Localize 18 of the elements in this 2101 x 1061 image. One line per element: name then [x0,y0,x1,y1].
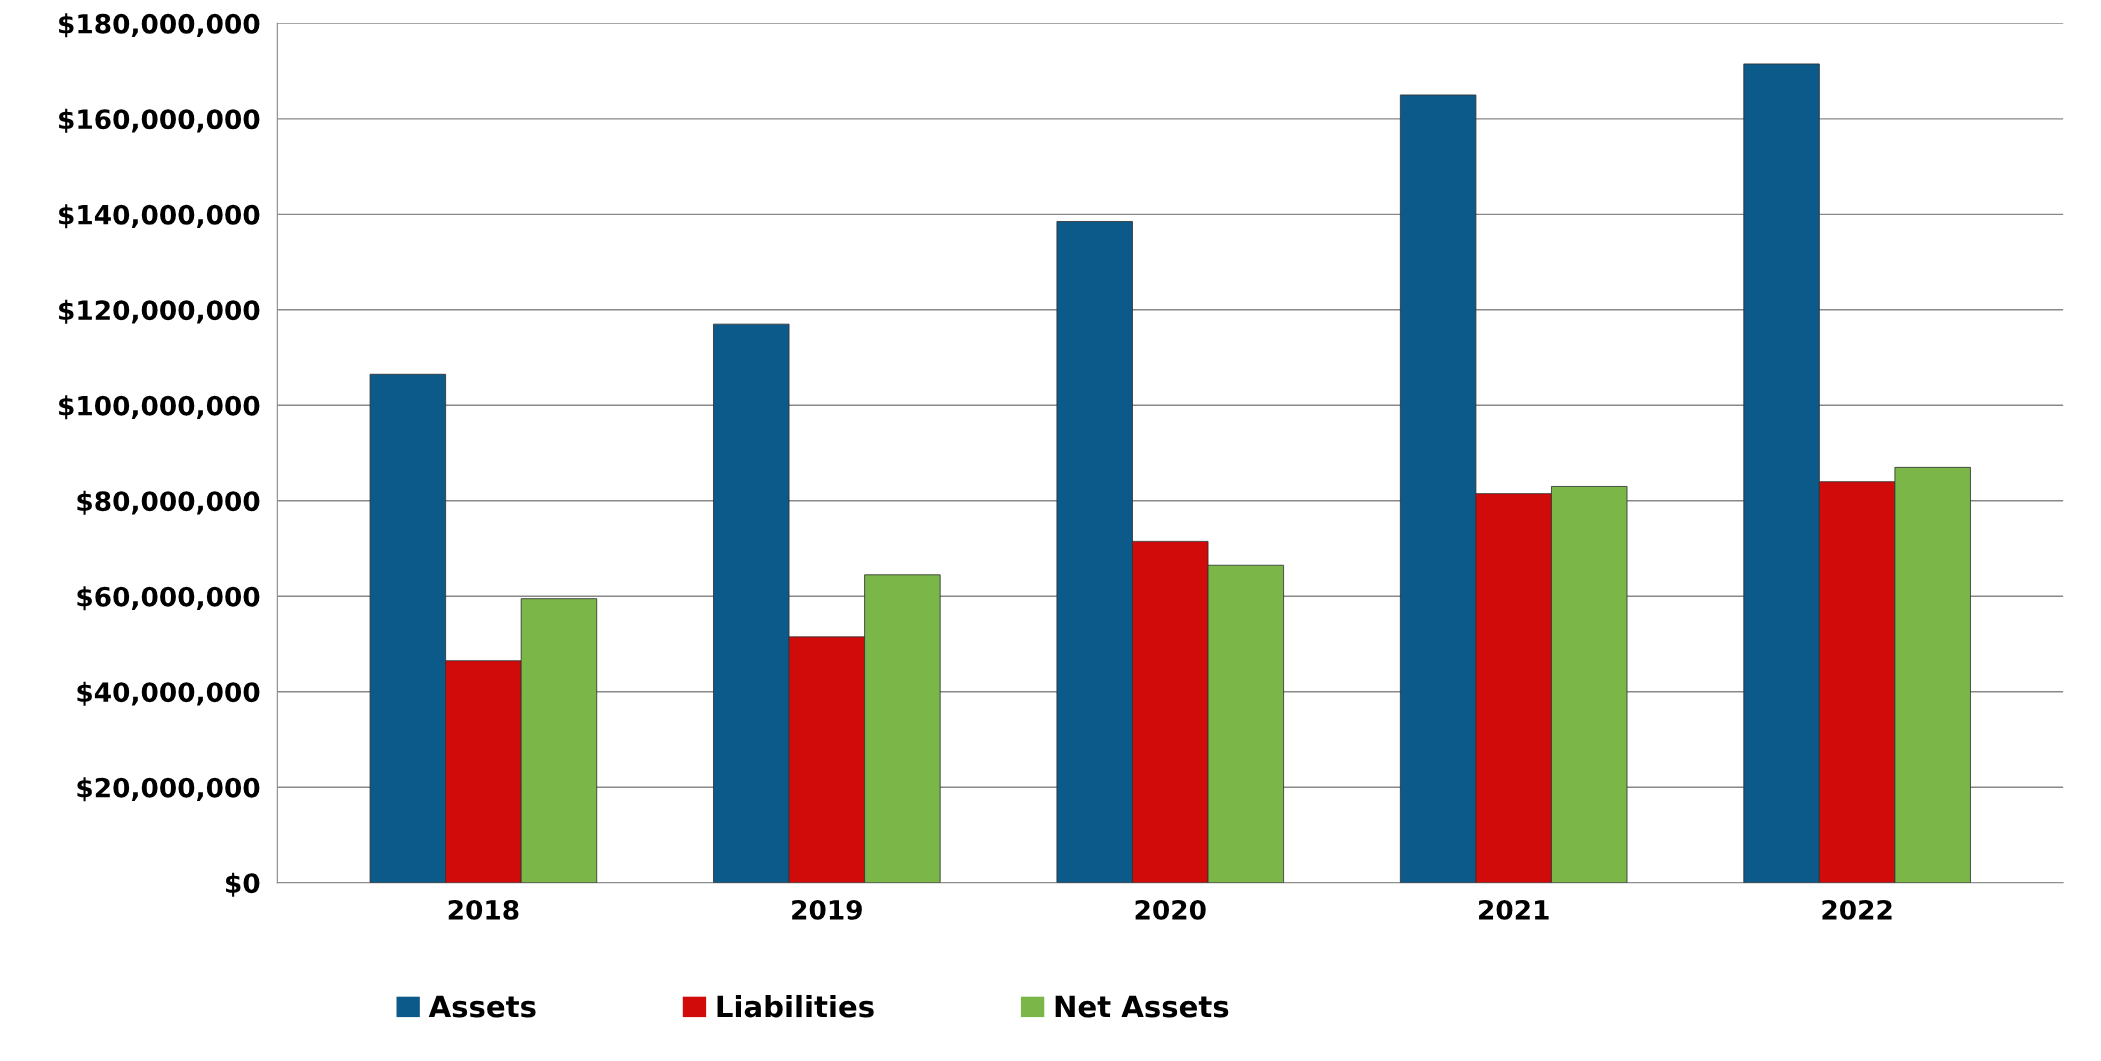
x-tick-label: 2022 [1822,899,1892,920]
y-tick-label: $40,000,000 [77,681,260,706]
y-tick-label: $140,000,000 [59,204,260,229]
y-tick-label: $0 [226,872,260,897]
y-tick-label: $100,000,000 [59,395,260,420]
y-tick-label: $180,000,000 [59,13,260,38]
legend-label: Net Assets [1055,995,1229,1018]
y-tick-label: $20,000,000 [77,777,260,802]
legend-label: Assets [428,995,536,1018]
x-tick-label: 2021 [1479,899,1549,920]
y-tick-label: $80,000,000 [77,490,260,515]
x-tick-label: 2018 [448,899,519,920]
legend-label: Liabilities [717,994,874,1018]
x-tick-label: 2020 [1135,899,1206,920]
x-tick-label: 2019 [792,899,862,920]
y-tick-label: $120,000,000 [59,299,260,324]
y-tick-label: $160,000,000 [59,108,260,133]
y-tick-label: $60,000,000 [77,586,260,611]
